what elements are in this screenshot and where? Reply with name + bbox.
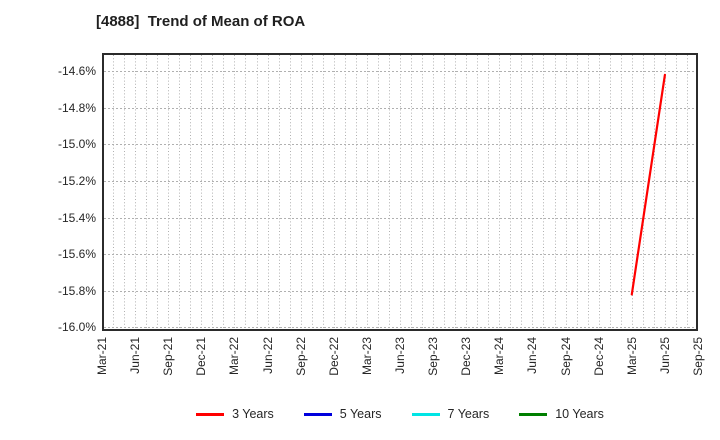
legend-item-5-years: 5 Years (303, 407, 382, 421)
x-tick-label: Sep-21 (161, 337, 176, 376)
chart-legend: 3 Years 5 Years 7 Years 10 Years (102, 407, 698, 421)
legend-item-3-years: 3 Years (196, 407, 274, 421)
y-tick-label: -15.2% (57, 174, 96, 189)
y-tick-label: -16.0% (57, 320, 96, 335)
x-tick-label: Jun-21 (128, 337, 143, 374)
legend-label: 10 Years (555, 407, 604, 421)
x-tick-label: Mar-25 (624, 337, 639, 376)
legend-line-swatch (196, 412, 225, 416)
x-tick-label: Jun-23 (393, 337, 407, 374)
x-tick-label: Dec-24 (591, 337, 606, 376)
x-tick-label: Sep-24 (558, 337, 573, 376)
legend-label: 3 Years (232, 407, 274, 421)
y-tick-label: -15.6% (57, 247, 96, 262)
y-tick-label: -15.0% (57, 137, 96, 152)
x-tick-label: Jun-24 (525, 337, 540, 374)
x-tick-label: Sep-22 (293, 337, 308, 376)
legend-line-swatch (519, 412, 548, 416)
x-tick-label: Sep-25 (691, 337, 705, 376)
x-tick-label: Mar-21 (95, 337, 109, 376)
legend-line-swatch (411, 412, 440, 416)
legend-item-10-years: 10 Years (519, 407, 604, 421)
legend-label: 5 Years (339, 407, 382, 421)
plot-area (102, 53, 698, 331)
y-tick-label: -14.8% (57, 100, 96, 115)
x-tick-label: Sep-23 (426, 337, 441, 376)
x-tick-label: Dec-21 (194, 337, 209, 376)
y-tick-label: -15.8% (57, 283, 96, 298)
x-tick-label: Mar-23 (359, 337, 374, 376)
x-tick-label: Jun-25 (657, 337, 672, 374)
chart-title: [4888] Trend of Mean of ROA (96, 13, 306, 30)
legend-line-swatch (303, 412, 332, 416)
legend-item-7-years: 7 Years (411, 407, 490, 421)
x-tick-label: Jun-22 (260, 337, 275, 374)
x-tick-label: Dec-23 (459, 337, 474, 376)
y-tick-label: -15.4% (57, 210, 96, 225)
x-tick-label: Dec-22 (326, 337, 341, 376)
y-tick-label: -14.6% (57, 64, 96, 79)
x-tick-label: Mar-24 (492, 337, 507, 376)
legend-label: 7 Years (447, 407, 490, 421)
x-tick-label: Mar-22 (227, 337, 242, 376)
